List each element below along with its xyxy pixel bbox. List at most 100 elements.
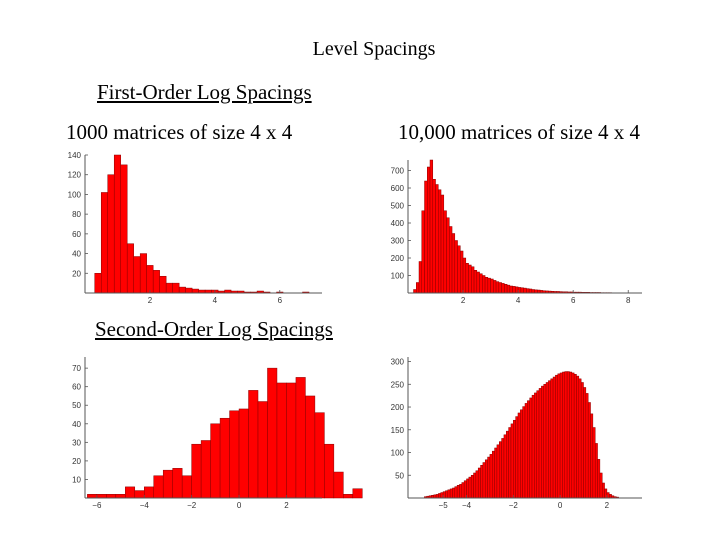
histogram-bar bbox=[501, 283, 505, 294]
x-tick-label: −2 bbox=[509, 501, 519, 510]
histogram-bar bbox=[438, 189, 442, 294]
histogram-bar bbox=[120, 164, 128, 294]
histogram-bar bbox=[545, 382, 549, 499]
histogram-bar bbox=[496, 444, 500, 499]
histogram-bar bbox=[267, 367, 278, 499]
histogram-bar bbox=[452, 487, 456, 499]
y-tick-label: 20 bbox=[72, 457, 81, 466]
histogram-bar bbox=[447, 489, 451, 499]
histogram-bar bbox=[178, 286, 186, 294]
histogram-bar bbox=[295, 377, 306, 499]
histogram-bar bbox=[324, 443, 335, 499]
histogram-bar bbox=[165, 282, 173, 294]
histogram-bar bbox=[552, 376, 556, 499]
histogram-bar bbox=[475, 470, 479, 499]
histogram-bar bbox=[510, 423, 514, 499]
histogram-bar bbox=[276, 382, 287, 499]
histogram-bar bbox=[139, 253, 147, 294]
histogram-bar bbox=[482, 275, 486, 294]
histogram-bar bbox=[219, 417, 230, 499]
histogram-bar bbox=[512, 286, 516, 294]
y-tick-label: 140 bbox=[68, 151, 82, 160]
x-tick-label: 2 bbox=[148, 296, 153, 305]
histogram-bar bbox=[459, 484, 463, 499]
histogram-bar bbox=[484, 277, 489, 294]
histogram-bar bbox=[100, 192, 108, 294]
histogram-bar bbox=[550, 378, 554, 499]
histogram-bar bbox=[229, 410, 240, 499]
histogram-bar bbox=[126, 243, 134, 294]
y-tick-label: 400 bbox=[391, 219, 405, 228]
second-order-10000-histogram: 50 100 150 200 250 300 −5 −4 −2 0 2 bbox=[391, 357, 642, 510]
histogram-bar bbox=[480, 465, 484, 499]
histogram-bar bbox=[248, 390, 259, 499]
histogram-bar bbox=[517, 412, 521, 499]
histogram-bar bbox=[418, 261, 423, 294]
histogram-bar bbox=[508, 427, 512, 499]
histogram-bar bbox=[573, 374, 577, 499]
histogram-bar bbox=[576, 375, 580, 499]
left-column-heading: 1000 matrices of size 4 x 4 bbox=[66, 120, 293, 144]
histogram-bar bbox=[413, 289, 417, 294]
histogram-bar bbox=[489, 454, 493, 499]
histogram-bar bbox=[506, 284, 511, 294]
y-tick-label: 300 bbox=[391, 358, 405, 367]
histogram-bar bbox=[185, 287, 193, 294]
histogram-bar bbox=[555, 374, 559, 499]
histogram-bar bbox=[333, 471, 344, 499]
histogram-bar bbox=[462, 257, 467, 294]
x-tick-label: 6 bbox=[571, 296, 576, 305]
histogram-bar bbox=[238, 408, 249, 499]
x-tick-label: 0 bbox=[558, 501, 563, 510]
histogram-bar bbox=[569, 371, 573, 499]
y-tick-label: 300 bbox=[391, 237, 405, 246]
histogram-bar bbox=[543, 384, 547, 499]
histogram-bar bbox=[427, 166, 431, 294]
second-order-1000-histogram: 10 20 30 40 50 60 70 −6 −4 −2 0 2 bbox=[72, 357, 363, 510]
y-tick-label: 150 bbox=[391, 426, 405, 435]
histogram-bar bbox=[460, 250, 464, 294]
x-tick-label: −4 bbox=[140, 501, 150, 510]
y-tick-label: 600 bbox=[391, 184, 405, 193]
histogram-bar bbox=[515, 286, 519, 294]
histogram-bar bbox=[531, 289, 535, 294]
histogram-bar bbox=[559, 372, 563, 499]
x-tick-label: 0 bbox=[237, 501, 242, 510]
y-tick-label: 100 bbox=[391, 272, 405, 281]
histogram-bar bbox=[503, 434, 507, 499]
histogram-bar bbox=[352, 488, 363, 499]
histogram-bar bbox=[531, 394, 535, 499]
y-tick-label: 60 bbox=[72, 230, 81, 239]
y-tick-label: 40 bbox=[72, 420, 81, 429]
y-tick-label: 50 bbox=[395, 471, 404, 480]
histogram-bar bbox=[257, 401, 268, 499]
histogram-bar bbox=[493, 280, 497, 294]
histogram-bar bbox=[435, 184, 439, 294]
histogram-bar bbox=[113, 154, 121, 294]
histogram-bar bbox=[314, 412, 325, 499]
x-tick-label: −2 bbox=[187, 501, 197, 510]
histogram-bar bbox=[440, 194, 445, 294]
histogram-bar bbox=[504, 284, 508, 294]
histogram-bar bbox=[491, 450, 495, 499]
histogram-bar bbox=[476, 271, 480, 294]
histogram-bar bbox=[498, 282, 502, 294]
histogram-bar bbox=[416, 282, 420, 294]
histogram-bar bbox=[587, 402, 591, 499]
histogram-bar bbox=[592, 427, 596, 499]
histogram-bar bbox=[580, 382, 584, 499]
histogram-bar bbox=[429, 159, 434, 294]
histogram-bar bbox=[482, 462, 486, 499]
histogram-bar bbox=[172, 282, 180, 294]
histogram-bar bbox=[473, 270, 478, 294]
histogram-bar bbox=[96, 494, 107, 499]
histogram-bar bbox=[484, 459, 488, 499]
histogram-bar bbox=[523, 287, 527, 294]
y-tick-label: 30 bbox=[72, 438, 81, 447]
first-order-heading: First-Order Log Spacings bbox=[97, 80, 312, 104]
y-tick-label: 120 bbox=[68, 171, 82, 180]
right-column-heading: 10,000 matrices of size 4 x 4 bbox=[398, 120, 641, 144]
histogram-bar bbox=[94, 273, 102, 294]
x-tick-label: −6 bbox=[92, 501, 102, 510]
y-tick-label: 80 bbox=[72, 210, 81, 219]
